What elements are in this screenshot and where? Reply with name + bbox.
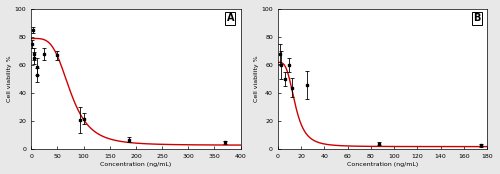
Y-axis label: Cell viability %: Cell viability %	[7, 56, 12, 102]
Text: B: B	[473, 13, 480, 23]
X-axis label: Concentration (ng/mL): Concentration (ng/mL)	[100, 162, 172, 167]
Y-axis label: Cell viability %: Cell viability %	[254, 56, 258, 102]
Text: A: A	[226, 13, 234, 23]
X-axis label: Concentration (ng/mL): Concentration (ng/mL)	[347, 162, 418, 167]
